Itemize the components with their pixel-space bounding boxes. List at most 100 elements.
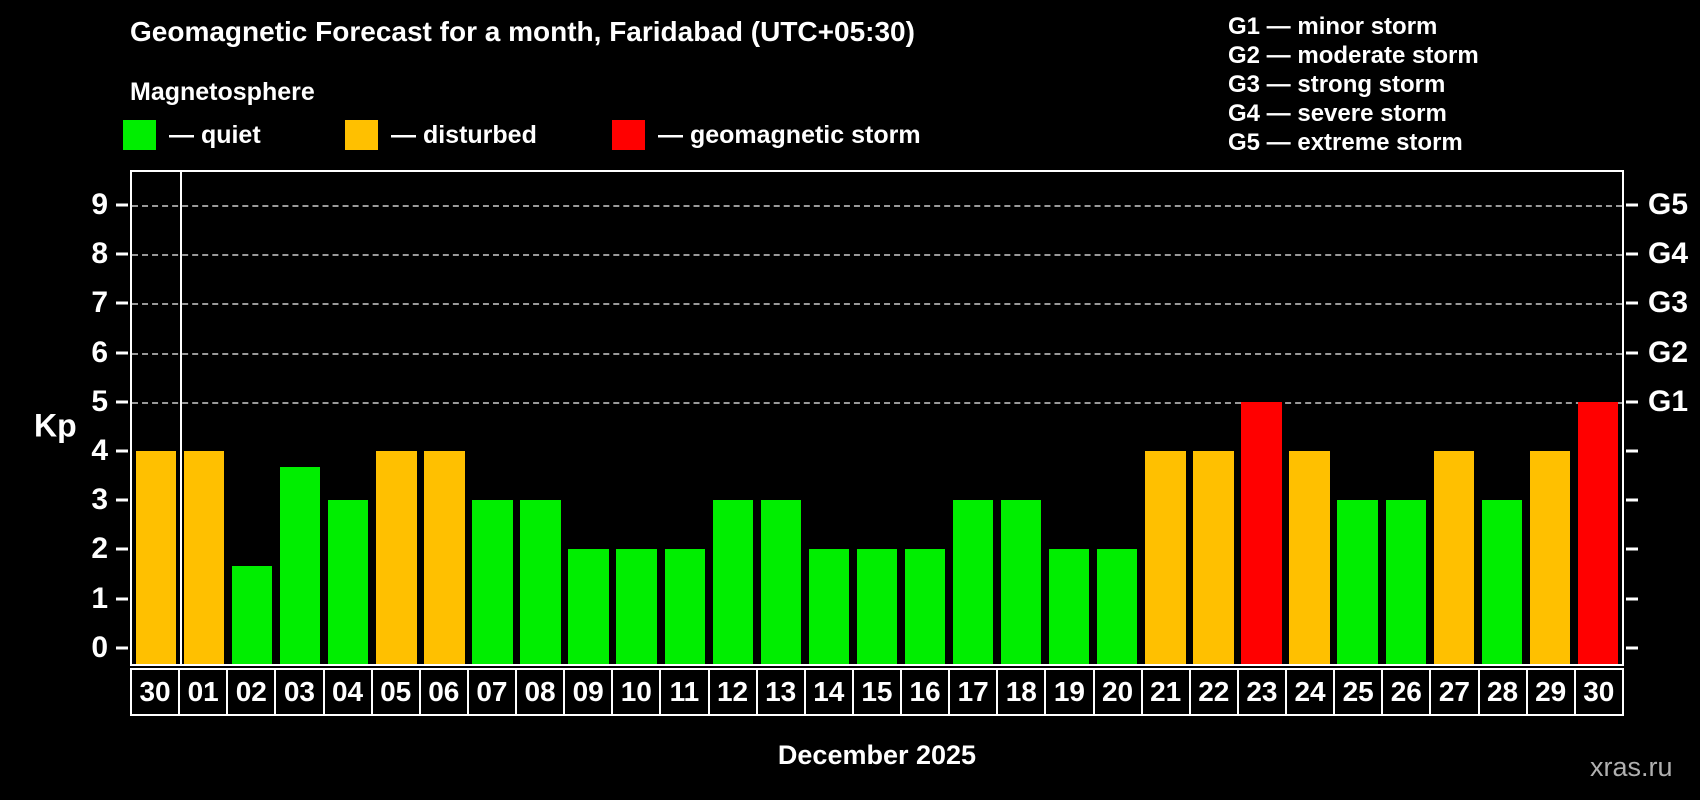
gridline-kp8 [132, 254, 1622, 257]
legend-item-quiet: — quiet [123, 120, 261, 150]
y-axis-label-8: 8 [91, 237, 108, 271]
bar-day-30 [135, 450, 177, 664]
bar-day-14 [808, 549, 850, 664]
day-label-14: 14 [803, 668, 854, 716]
bar-day-28 [1481, 500, 1522, 664]
bar-day-08 [520, 500, 561, 664]
bar-day-05 [376, 450, 417, 664]
chart-subtitle: Magnetosphere [130, 78, 315, 106]
bar-day-27 [1433, 450, 1474, 664]
bar-day-07 [472, 500, 513, 664]
y-axis-title: Kp [34, 407, 77, 444]
y-axis-label-9: 9 [91, 187, 108, 221]
y-axis-tick-right-7 [1626, 301, 1638, 305]
y-axis-tick-right-3 [1626, 498, 1638, 502]
bar-day-15 [856, 549, 898, 664]
y-axis-tick-right-9 [1626, 203, 1638, 207]
y-axis-label-6: 6 [91, 335, 108, 369]
day-label-07: 07 [466, 668, 517, 716]
y-axis-label-2: 2 [91, 532, 108, 566]
right-axis-label-g2: G2 [1648, 335, 1689, 369]
bar-day-04 [328, 500, 369, 664]
x-axis-day-labels: 30 01 02 03 04 05 06 07 08 09 10 11 12 13 14 15 16 17 18 19… [130, 668, 1624, 716]
day-label-23: 23 [1236, 668, 1287, 716]
bar-day-09 [568, 549, 609, 664]
day-label-30: 30 [130, 668, 181, 716]
y-axis-tick-right-4 [1626, 449, 1638, 453]
day-label-18: 18 [996, 668, 1047, 716]
day-label-16: 16 [900, 668, 951, 716]
y-axis-tick-right-1 [1626, 597, 1638, 601]
day-label-05: 05 [370, 668, 421, 716]
bar-day-21 [1145, 450, 1186, 664]
y-axis-tick-right-2 [1626, 547, 1638, 551]
y-axis-tick-right-5 [1626, 400, 1638, 404]
y-axis-tick-right-0 [1626, 646, 1638, 650]
bar-day-30 [1577, 401, 1619, 664]
day-label-19: 19 [1044, 668, 1095, 716]
y-axis-tick-left-6 [116, 351, 128, 355]
watermark: xras.ru [1590, 752, 1673, 782]
y-axis-tick-left-0 [116, 646, 128, 650]
bar-day-01 [183, 450, 225, 664]
right-axis-label-g4: G4 [1648, 237, 1689, 271]
bar-day-17 [952, 500, 994, 664]
y-axis-label-4: 4 [91, 433, 108, 467]
day-label-04: 04 [322, 668, 373, 716]
legend-label-quiet: — quiet [169, 120, 261, 149]
day-label-02: 02 [226, 668, 277, 716]
day-label-27: 27 [1429, 668, 1480, 716]
y-axis-label-3: 3 [91, 483, 108, 517]
day-label-17: 17 [948, 668, 999, 716]
day-label-24: 24 [1285, 668, 1336, 716]
day-label-30: 30 [1573, 668, 1624, 716]
y-axis-tick-left-8 [116, 252, 128, 256]
bar-day-23 [1241, 401, 1282, 664]
bar-day-22 [1193, 450, 1234, 664]
quiet-color-swatch [123, 120, 156, 150]
day-label-20: 20 [1092, 668, 1143, 716]
bar-day-02 [231, 565, 273, 664]
day-label-11: 11 [659, 668, 710, 716]
legend-label-disturbed: — disturbed [391, 120, 537, 149]
bar-day-16 [904, 549, 946, 664]
day-label-01: 01 [178, 668, 229, 716]
day-label-09: 09 [563, 668, 614, 716]
bar-day-18 [1001, 500, 1042, 664]
x-axis-title: December 2025 [777, 740, 977, 770]
bar-day-03 [280, 467, 321, 664]
day-label-28: 28 [1477, 668, 1528, 716]
y-axis-label-5: 5 [91, 384, 108, 418]
bar-day-26 [1385, 500, 1426, 664]
bar-day-12 [712, 500, 753, 664]
y-axis-tick-left-1 [116, 597, 128, 601]
right-axis-label-g5: G5 [1648, 187, 1689, 221]
day-label-26: 26 [1381, 668, 1432, 716]
day-label-25: 25 [1333, 668, 1384, 716]
legend-item-disturbed: — disturbed [345, 120, 537, 150]
y-axis-tick-left-7 [116, 301, 128, 305]
storm-scale-g5: G5 — extreme storm [1228, 129, 1463, 156]
storm-color-swatch [612, 120, 645, 150]
bar-day-29 [1529, 450, 1571, 664]
y-axis-label-7: 7 [91, 286, 108, 320]
right-axis-label-g3: G3 [1648, 286, 1689, 320]
bar-day-20 [1097, 549, 1138, 664]
y-axis-tick-left-9 [116, 203, 128, 207]
day-label-29: 29 [1525, 668, 1576, 716]
storm-scale-legend: G1 — minor storm G2 — moderate storm G3 … [1228, 12, 1479, 157]
storm-scale-g1: G1 — minor storm [1228, 13, 1438, 40]
bar-day-19 [1049, 549, 1090, 664]
storm-scale-g2: G2 — moderate storm [1228, 42, 1479, 69]
storm-scale-g4: G4 — severe storm [1228, 100, 1447, 127]
day-label-13: 13 [755, 668, 806, 716]
day-label-15: 15 [851, 668, 902, 716]
day-label-12: 12 [707, 668, 758, 716]
day-label-06: 06 [418, 668, 469, 716]
right-axis-label-g1: G1 [1648, 384, 1689, 418]
bar-day-24 [1289, 450, 1330, 664]
y-axis-tick-left-4 [116, 449, 128, 453]
day-label-22: 22 [1188, 668, 1239, 716]
previous-month-separator [180, 172, 183, 664]
